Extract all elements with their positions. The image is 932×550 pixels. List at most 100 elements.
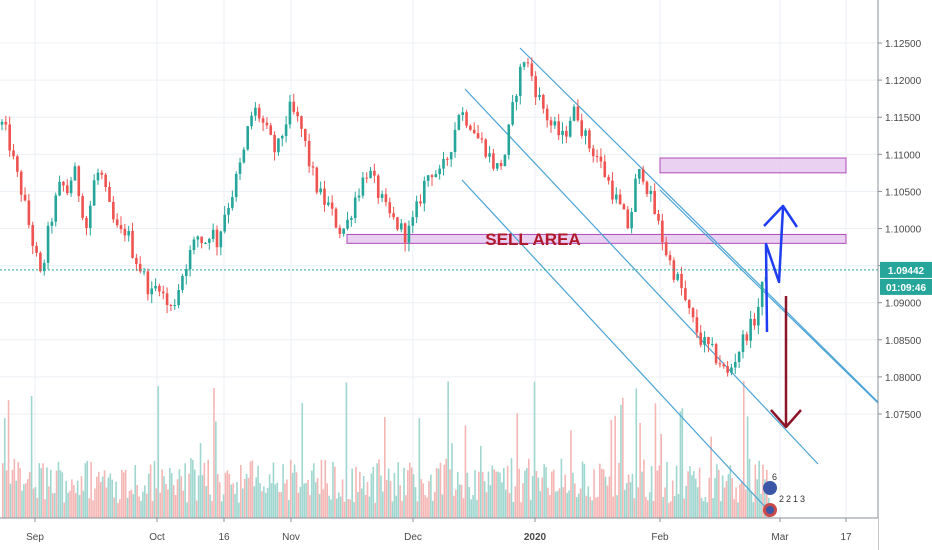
volume-bar [301, 402, 304, 518]
volume-bar [478, 471, 480, 518]
volume-bar [69, 490, 71, 518]
price-tick-label: 1.11000 [885, 150, 921, 161]
volume-bar [623, 489, 626, 518]
volume-bar [658, 465, 661, 518]
volume-bar [291, 472, 294, 518]
volume-bar [205, 486, 208, 518]
zones[interactable] [346, 157, 847, 244]
volume-bar [195, 500, 198, 518]
candle-body [664, 242, 668, 256]
volume-bar [332, 461, 334, 518]
volume-bar [497, 471, 499, 518]
resistance-zone[interactable] [659, 157, 847, 174]
candle-body [135, 257, 138, 264]
volume-bar [5, 470, 8, 518]
candle-body [641, 169, 645, 182]
candle-body [549, 120, 553, 126]
volume-bar [464, 425, 467, 518]
volume-bar [595, 497, 597, 518]
time-tick-label: Oct [149, 532, 165, 543]
time-axis[interactable]: Sep Oct 16 Nov Dec 2020 Feb Mar 17 [0, 517, 878, 550]
grid [0, 0, 878, 518]
candle-body [411, 217, 415, 226]
volume-bar [117, 502, 119, 518]
volume-bar [489, 485, 492, 518]
volume-bar [243, 479, 246, 518]
volume-bar [735, 487, 737, 518]
volume-bar [247, 478, 250, 518]
candle-body [288, 101, 292, 125]
volume-bar [172, 485, 175, 518]
volume-bar [403, 467, 405, 518]
candle-body [741, 334, 745, 352]
event-marker[interactable] [763, 503, 777, 517]
volume-bar [652, 500, 655, 518]
volume-bar [527, 458, 530, 518]
volume-bar [245, 473, 248, 518]
time-tick-label: Dec [404, 532, 422, 543]
volume-bar [351, 468, 353, 518]
candle-body [718, 363, 722, 365]
candle-body [169, 304, 173, 306]
volume-bar [299, 486, 302, 518]
volume-bar [539, 491, 542, 518]
candle-body [465, 112, 468, 126]
event-marker-count: 2 [779, 494, 784, 504]
event-marker[interactable]: 6 [763, 472, 777, 495]
volume-bar [737, 502, 739, 518]
candle-body [392, 213, 395, 218]
candle-body [85, 217, 88, 229]
event-markers[interactable]: 6 2 2 1 3 [763, 472, 805, 517]
candle-body [365, 177, 369, 179]
volume-bar [234, 493, 236, 518]
candle-body [315, 167, 319, 193]
candle-body [127, 230, 130, 236]
volume-bar [725, 480, 728, 518]
volume-bar [468, 487, 471, 518]
volume-bar [236, 481, 238, 518]
volume-bar [257, 465, 259, 518]
channel-line-top[interactable] [519, 47, 881, 405]
volume-bar [213, 388, 215, 518]
volume-bar [337, 492, 340, 518]
volume-bar [263, 486, 265, 518]
volume-bar [418, 418, 421, 518]
volume-bar [503, 467, 505, 518]
volume-bar [591, 500, 593, 518]
volume-bar [760, 493, 762, 518]
channel-line-inner[interactable] [659, 189, 881, 406]
volume-bar [612, 496, 615, 518]
volume-bar [558, 488, 561, 518]
volume-bar [88, 498, 90, 518]
volume-bar [349, 499, 352, 518]
volume-bar [662, 496, 664, 518]
volume-bar [38, 463, 41, 518]
volume-bar [328, 495, 330, 518]
down-arrow-icon[interactable] [770, 296, 802, 429]
volume-bar [564, 474, 567, 518]
volume-bar [687, 471, 689, 518]
volume-bar [145, 493, 148, 518]
volume-bar [664, 487, 666, 518]
candle-body [745, 334, 749, 341]
channel-line-bottom[interactable] [464, 88, 819, 465]
volume-bar [616, 495, 618, 518]
volume-bar [729, 465, 732, 518]
volume-bar [719, 501, 722, 518]
volume-bar [51, 493, 54, 518]
candle-body [96, 172, 100, 181]
channel-lines[interactable] [461, 47, 881, 511]
volume-bar [76, 480, 79, 518]
volume-bar [510, 458, 513, 518]
sell-area-zone[interactable] [346, 233, 847, 244]
volume-bar [188, 473, 190, 518]
annotations[interactable]: SELL AREA 6 2 2 1 3 [0, 204, 878, 517]
volume-bar [341, 479, 344, 518]
candle-body [65, 185, 69, 194]
up-arrow-icon[interactable] [763, 204, 799, 333]
candle-body [69, 180, 73, 194]
volume-bar [397, 462, 400, 518]
price-axis[interactable]: 1.12500 1.12000 1.11500 1.11000 1.10500 1.100… [877, 0, 932, 550]
channel-line-lower[interactable] [461, 179, 769, 511]
